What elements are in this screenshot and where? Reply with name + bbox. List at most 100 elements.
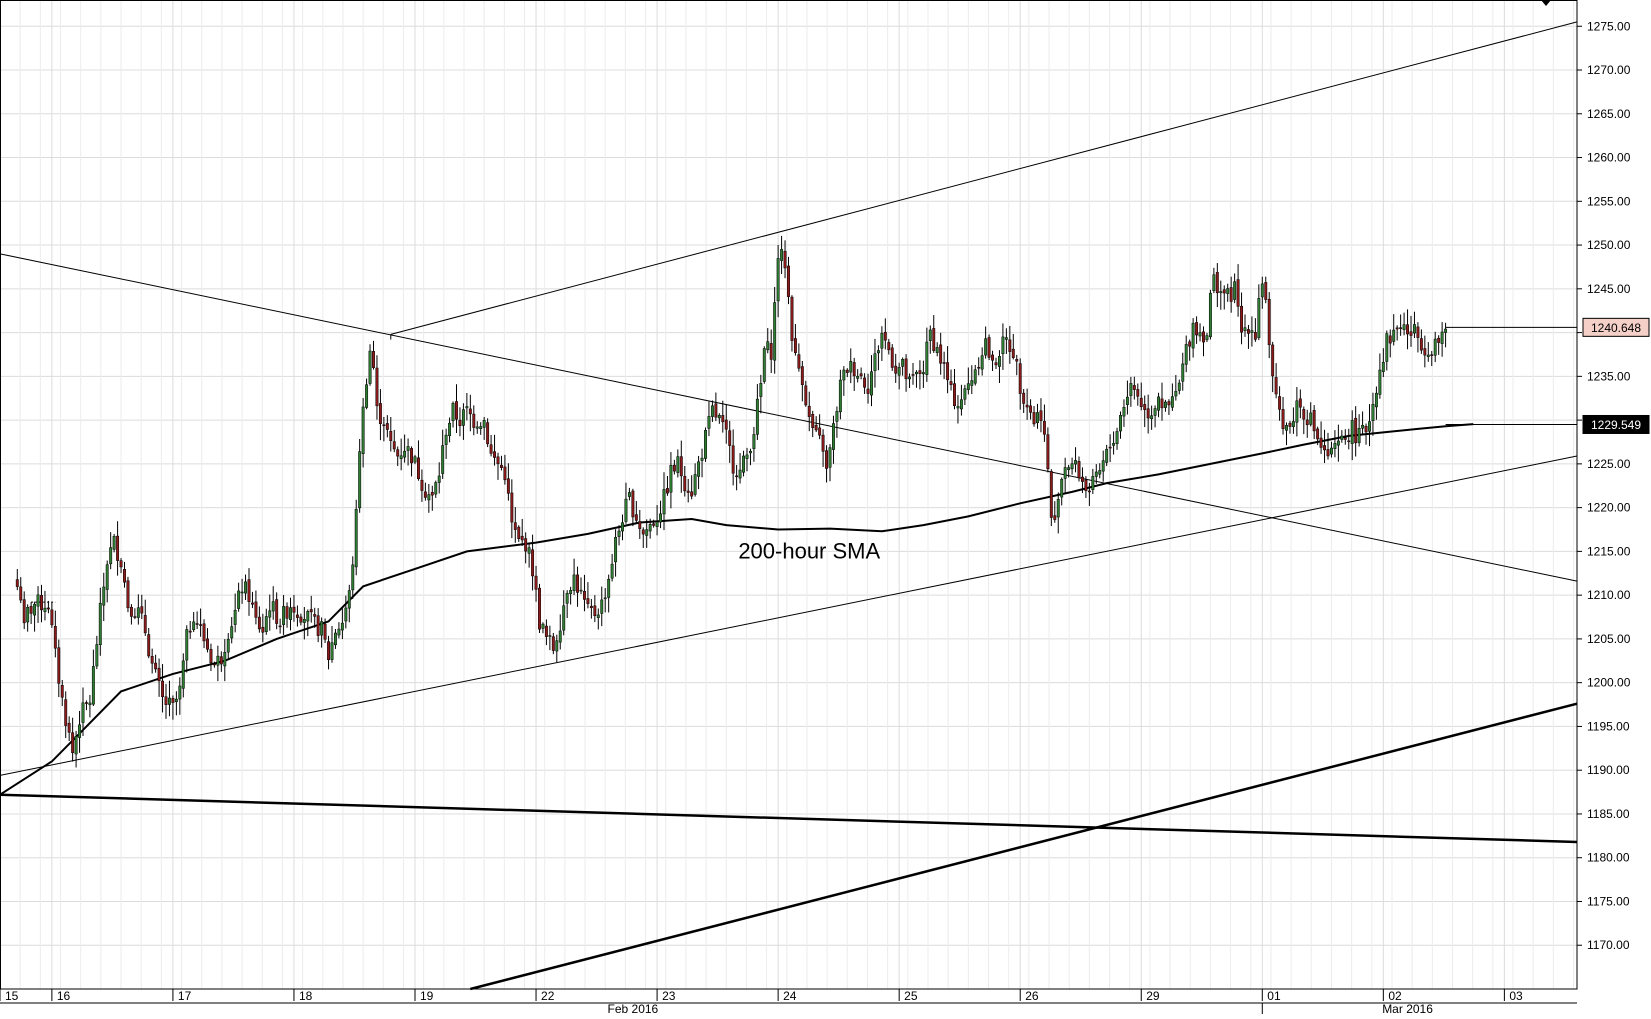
candle (1056, 492, 1060, 534)
candle (1105, 444, 1109, 467)
candle-body (29, 606, 33, 614)
candle-body (244, 581, 247, 594)
candle (1309, 402, 1313, 427)
candle (1036, 403, 1039, 429)
candle-body (1233, 281, 1237, 300)
candle (966, 367, 970, 395)
candle-body (444, 434, 448, 445)
y-tick-label: 1235.00 (1587, 369, 1631, 383)
x-tick-label: 03 (1509, 989, 1523, 1003)
candle-body (1274, 377, 1278, 395)
candle-body (634, 514, 638, 521)
candle (91, 649, 95, 707)
candle (897, 362, 901, 390)
candle-body (133, 616, 137, 618)
x-tick-label: 26 (1025, 989, 1039, 1003)
candle (406, 438, 410, 466)
candle (206, 628, 209, 653)
candle-body (1157, 396, 1160, 411)
candle (700, 448, 704, 478)
candle-body (316, 615, 320, 636)
candle (26, 604, 30, 632)
candle (85, 700, 88, 711)
candle-body (959, 399, 963, 410)
candle-body (845, 369, 849, 373)
candle-body (607, 578, 611, 598)
candle-body (168, 697, 171, 705)
candle-body (1153, 408, 1157, 416)
candle (648, 518, 652, 539)
candle-body (1312, 410, 1316, 432)
candle (1153, 405, 1157, 428)
candle (116, 521, 120, 576)
candle (1316, 426, 1320, 446)
candle-body (1049, 471, 1053, 518)
candle-body (686, 490, 690, 493)
candle-body (320, 621, 324, 636)
candle (1402, 312, 1406, 336)
candle (873, 338, 877, 388)
candle (589, 598, 593, 619)
y-tick-label: 1225.00 (1587, 457, 1631, 471)
y-tick-label: 1195.00 (1587, 719, 1630, 733)
candle-body (956, 406, 960, 409)
candle-body (576, 574, 579, 593)
candle (112, 533, 116, 553)
candle-body (842, 369, 846, 381)
candle-body (1419, 338, 1423, 351)
candle (1212, 267, 1216, 294)
candle-body (1160, 398, 1164, 409)
candle-body (1368, 421, 1371, 432)
candle (199, 608, 203, 637)
candle-body (901, 359, 905, 367)
candle-body (285, 606, 289, 619)
candle-body (1222, 289, 1226, 294)
candle (617, 525, 621, 546)
candle (164, 683, 168, 719)
candle-body (1253, 332, 1257, 340)
candle (465, 393, 469, 421)
candle-body (828, 447, 832, 468)
candle-body (655, 521, 659, 527)
candle-body (752, 434, 756, 449)
candle (586, 582, 590, 609)
candle-body (800, 366, 804, 386)
candle (1285, 422, 1288, 446)
candle-body (392, 441, 396, 450)
candle (749, 448, 752, 466)
candle (804, 380, 808, 407)
candle (1074, 447, 1077, 473)
candle-body (140, 606, 144, 614)
candle-body (742, 455, 745, 473)
candle-body (1191, 322, 1195, 349)
candle (1323, 429, 1326, 463)
y-tick-label: 1210.00 (1587, 588, 1631, 602)
candle-body (769, 343, 773, 360)
candle-body (1004, 337, 1008, 340)
y-tick-label: 1270.00 (1587, 63, 1631, 77)
candle (233, 593, 237, 633)
candle (71, 717, 75, 762)
candle-body (621, 522, 624, 532)
candle (1167, 399, 1171, 415)
candle (555, 634, 559, 663)
candle-body (669, 464, 673, 493)
candle (984, 326, 988, 359)
candle (610, 553, 614, 582)
candle-body (890, 347, 894, 368)
candle-body (1288, 422, 1292, 427)
candle (745, 447, 749, 472)
candle-body (195, 623, 199, 625)
candle (500, 455, 503, 471)
candle (928, 325, 932, 354)
candle-body (593, 605, 597, 616)
candle-body (1046, 434, 1050, 470)
candle-body (1150, 415, 1154, 419)
candle-body (856, 375, 860, 379)
candle-body (876, 350, 880, 354)
candle (1395, 325, 1399, 341)
candle-body (143, 615, 147, 634)
x-tick-label: 22 (541, 989, 555, 1003)
candle (662, 472, 666, 531)
